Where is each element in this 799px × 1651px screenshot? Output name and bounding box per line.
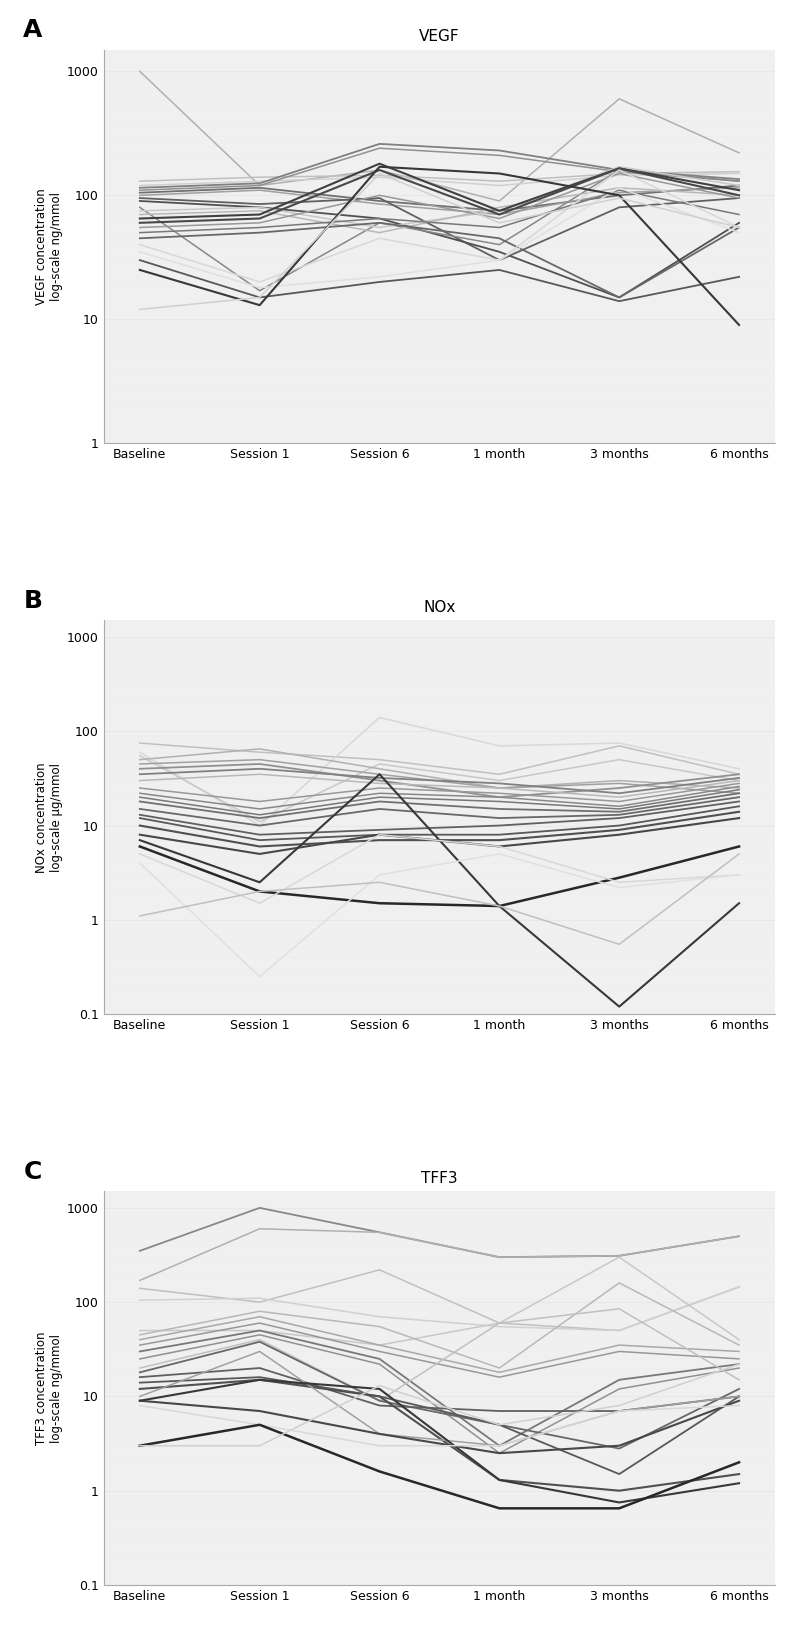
Title: TFF3: TFF3	[421, 1171, 458, 1185]
Y-axis label: TFF3 concentration
log-scale ng/mmol: TFF3 concentration log-scale ng/mmol	[35, 1331, 63, 1445]
Text: A: A	[23, 18, 42, 41]
Y-axis label: VEGF concentration
log-scale ng/mmol: VEGF concentration log-scale ng/mmol	[35, 188, 63, 305]
Text: B: B	[23, 589, 42, 613]
Y-axis label: NOx concentration
log-scale μg/mmol: NOx concentration log-scale μg/mmol	[35, 761, 63, 873]
Title: VEGF: VEGF	[419, 30, 459, 45]
Text: C: C	[23, 1159, 42, 1184]
Title: NOx: NOx	[423, 599, 455, 616]
